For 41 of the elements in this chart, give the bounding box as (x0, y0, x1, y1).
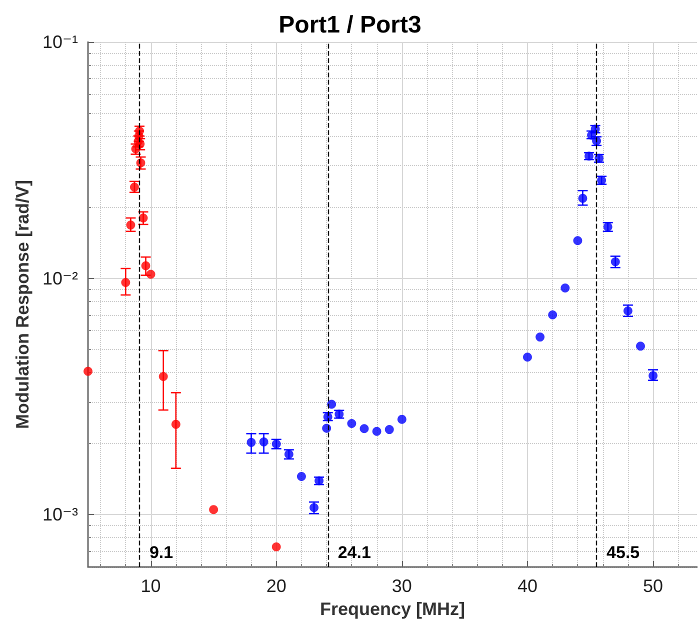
point (259, 437, 268, 446)
point (246, 438, 256, 447)
x-axis-title: Frequency [MHz] (320, 598, 466, 619)
point (138, 213, 148, 222)
y-tick-label: 10⁻² (42, 268, 78, 288)
x-tick-label: 30 (392, 576, 412, 596)
ref-line-label: 24.1 (338, 543, 371, 562)
point (360, 424, 369, 434)
point (397, 414, 406, 424)
point (560, 283, 570, 292)
y-tick-label: 10⁻¹ (42, 32, 78, 52)
point (296, 472, 306, 481)
point (522, 352, 532, 362)
y-axis-title: Modulation Response [rad/V] (12, 180, 33, 430)
point (121, 278, 130, 287)
point (347, 418, 356, 428)
x-tick-label: 50 (643, 576, 664, 596)
point (126, 220, 136, 230)
point (573, 236, 582, 246)
y-tick-label: 10⁻³ (42, 504, 78, 525)
point (384, 425, 394, 434)
point (636, 342, 645, 351)
point (536, 332, 545, 342)
point (171, 420, 180, 429)
ref-line-label: 9.1 (149, 543, 174, 562)
point (327, 400, 336, 409)
point (578, 194, 588, 203)
point (84, 366, 92, 376)
point (272, 542, 281, 552)
x-tick-label: 40 (517, 576, 538, 596)
point (372, 426, 382, 436)
x-tick-label: 20 (266, 576, 286, 596)
point (548, 310, 558, 320)
chart-title: Port1 / Port3 (278, 12, 422, 38)
point (141, 261, 150, 270)
point (209, 505, 218, 514)
point (146, 270, 156, 279)
ref-line-label: 45.5 (606, 543, 640, 562)
point (322, 424, 332, 433)
x-tick-label: 10 (140, 576, 161, 596)
point (158, 372, 168, 382)
